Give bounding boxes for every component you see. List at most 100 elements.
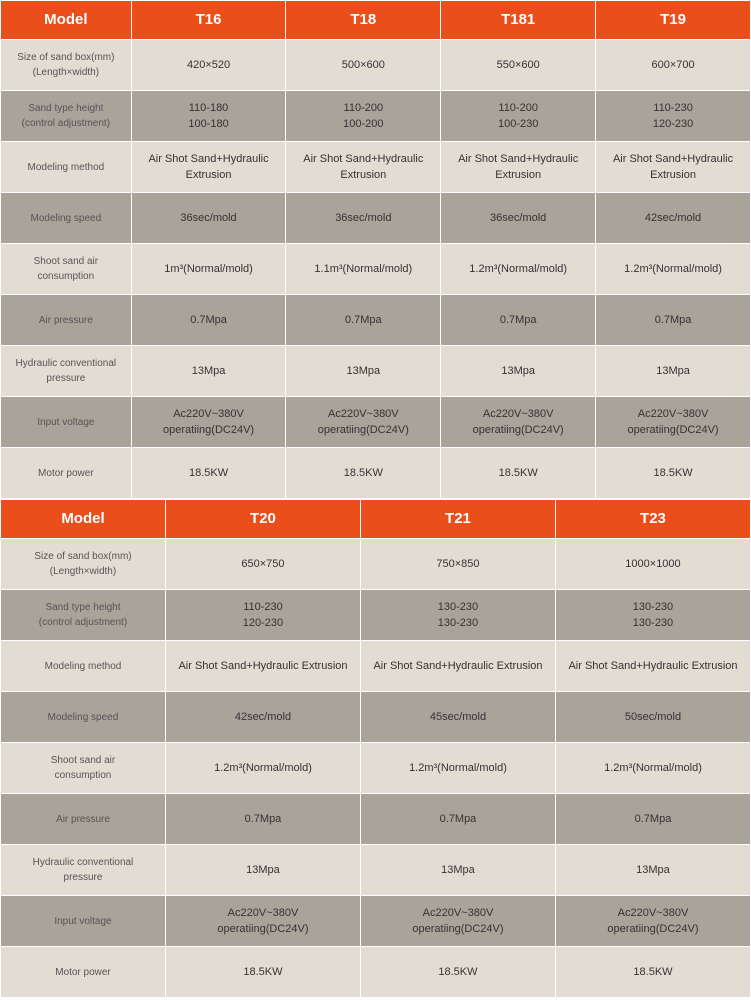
row-label-line: Sand type height — [3, 101, 129, 116]
table-cell: 1m³(Normal/mold) — [132, 244, 286, 294]
row-label: Shoot sand airconsumption — [1, 244, 131, 294]
table-cell: 18.5KW — [132, 448, 286, 498]
table-cell: Air Shot Sand+Hydraulic Extrusion — [441, 142, 595, 192]
cell-line: 1.2m³(Normal/mold) — [558, 760, 748, 777]
row-label-line: Air pressure — [3, 313, 129, 328]
cell-line: operatiing(DC24V) — [134, 422, 284, 439]
table-cell: Ac220V~380Voperatiing(DC24V) — [132, 397, 286, 447]
table-cell: 0.7Mpa — [596, 295, 750, 345]
header-col: T19 — [596, 1, 750, 39]
table-row: Input voltageAc220V~380Voperatiing(DC24V… — [1, 397, 750, 447]
cell-line: 110-200 — [443, 100, 593, 117]
table-row: Hydraulic conventionalpressure13Mpa13Mpa… — [1, 346, 750, 396]
table-cell: 18.5KW — [286, 448, 440, 498]
cell-line: 1.2m³(Normal/mold) — [443, 261, 593, 278]
spec-table-1: Model T16 T18 T181 T19 Size of sand box(… — [0, 0, 751, 499]
cell-line: 18.5KW — [288, 465, 438, 482]
row-label: Hydraulic conventionalpressure — [1, 845, 165, 895]
table-cell: 13Mpa — [441, 346, 595, 396]
cell-line: 130-230 — [558, 615, 748, 632]
cell-line: 18.5KW — [558, 964, 748, 981]
table-cell: 1.2m³(Normal/mold) — [596, 244, 750, 294]
cell-line: 110-230 — [598, 100, 748, 117]
cell-line: Ac220V~380V — [558, 905, 748, 922]
cell-line: 18.5KW — [134, 465, 284, 482]
table-cell: Ac220V~380Voperatiing(DC24V) — [361, 896, 555, 946]
table-row: Sand type height(control adjustment)110-… — [1, 590, 750, 640]
cell-line: 42sec/mold — [168, 709, 358, 726]
table-row: Size of sand box(mm)(Length×width)420×52… — [1, 40, 750, 90]
row-label-line: Modeling speed — [3, 710, 163, 725]
cell-line: 750×850 — [363, 556, 553, 573]
table-body-2: Size of sand box(mm)(Length×width) 650×75… — [1, 539, 750, 997]
row-label-line: Motor power — [3, 965, 163, 980]
cell-line: 0.7Mpa — [168, 811, 358, 828]
cell-line: 100-180 — [134, 116, 284, 133]
row-label-line: Motor power — [3, 466, 129, 481]
row-label: Motor power — [1, 448, 131, 498]
cell-line: Air Shot Sand+Hydraulic Extrusion — [443, 151, 593, 184]
header-col: T181 — [441, 1, 595, 39]
cell-line: 120-230 — [598, 116, 748, 133]
row-label-line: (Length×width) — [3, 564, 163, 579]
cell-line: 42sec/mold — [598, 210, 748, 227]
cell-line: operatiing(DC24V) — [558, 921, 748, 938]
table-cell: 1.2m³(Normal/mold) — [166, 743, 360, 793]
table-cell: 110-230120-230 — [166, 590, 360, 640]
table-cell: 45sec/mold — [361, 692, 555, 742]
table-cell: Air Shot Sand+Hydraulic Extrusion — [556, 641, 750, 691]
cell-line: 1000×1000 — [558, 556, 748, 573]
cell-line: 0.7Mpa — [134, 312, 284, 329]
row-label: Modeling speed — [1, 692, 165, 742]
table-cell: 500×600 — [286, 40, 440, 90]
table-cell: 36sec/mold — [132, 193, 286, 243]
row-label-line: Size of sand box(mm) — [3, 549, 163, 564]
table-cell: Ac220V~380Voperatiing(DC24V) — [286, 397, 440, 447]
cell-line: 45sec/mold — [363, 709, 553, 726]
table-row: Shoot sand airconsumption1m³(Normal/mold… — [1, 244, 750, 294]
row-label: Size of sand box(mm)(Length×width) — [1, 40, 131, 90]
cell-line: 0.7Mpa — [363, 811, 553, 828]
table-cell: Air Shot Sand+Hydraulic Extrusion — [596, 142, 750, 192]
cell-line: 500×600 — [288, 57, 438, 74]
cell-line: 650×750 — [168, 556, 358, 573]
cell-line: 18.5KW — [598, 465, 748, 482]
cell-line: Ac220V~380V — [363, 905, 553, 922]
header-col: T23 — [556, 500, 750, 538]
cell-line: Air Shot Sand+Hydraulic Extrusion — [134, 151, 284, 184]
table-cell: 600×700 — [596, 40, 750, 90]
row-label-line: (Length×width) — [3, 65, 129, 80]
cell-line: 420×520 — [134, 57, 284, 74]
table-row: Motor power18.5KW18.5KW18.5KW — [1, 947, 750, 997]
header-row: Model T20 T21 T23 — [1, 500, 750, 538]
row-label: Sand type height(control adjustment) — [1, 590, 165, 640]
table-cell: Air Shot Sand+Hydraulic Extrusion — [286, 142, 440, 192]
table-row: Air pressure0.7Mpa0.7Mpa0.7Mpa0.7Mpa — [1, 295, 750, 345]
row-label: Input voltage — [1, 397, 131, 447]
table-row: Input voltageAc220V~380Voperatiing(DC24V… — [1, 896, 750, 946]
row-label-line: Modeling speed — [3, 211, 129, 226]
cell-line: 1.2m³(Normal/mold) — [363, 760, 553, 777]
table-cell: 13Mpa — [596, 346, 750, 396]
cell-line: 110-230 — [168, 599, 358, 616]
table-cell: 1.2m³(Normal/mold) — [441, 244, 595, 294]
cell-line: 0.7Mpa — [288, 312, 438, 329]
row-label-line: Hydraulic conventional — [3, 855, 163, 870]
cell-line: 50sec/mold — [558, 709, 748, 726]
cell-line: 13Mpa — [598, 363, 748, 380]
cell-line: 18.5KW — [363, 964, 553, 981]
row-label: Motor power — [1, 947, 165, 997]
cell-line: 130-230 — [363, 599, 553, 616]
cell-line: operatiing(DC24V) — [168, 921, 358, 938]
cell-line: 13Mpa — [558, 862, 748, 879]
table-cell: 110-200100-230 — [441, 91, 595, 141]
table-cell: 750×850 — [361, 539, 555, 589]
row-label-line: consumption — [3, 269, 129, 284]
row-label-line: Modeling method — [3, 659, 163, 674]
cell-line: Ac220V~380V — [134, 406, 284, 423]
cell-line: 110-180 — [134, 100, 284, 117]
table-row: Air pressure0.7Mpa0.7Mpa0.7Mpa — [1, 794, 750, 844]
table-row: Modeling speed36sec/mold36sec/mold36sec/… — [1, 193, 750, 243]
table-cell: 18.5KW — [166, 947, 360, 997]
row-label-line: pressure — [3, 371, 129, 386]
